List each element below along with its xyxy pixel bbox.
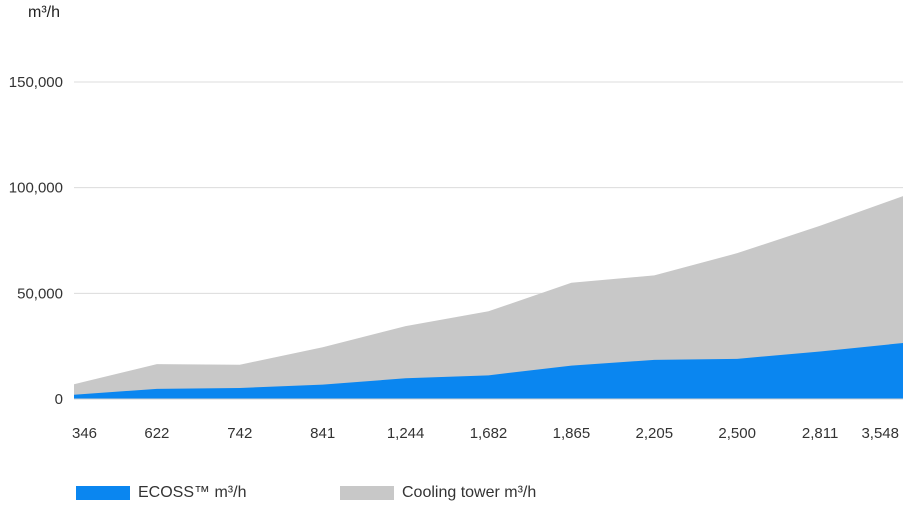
- x-tick-label: 346: [72, 425, 97, 442]
- x-tick-label: 1,244: [387, 425, 425, 442]
- legend-swatch-cooling-tower: [340, 486, 394, 500]
- y-tick-label: 50,000: [17, 285, 63, 302]
- y-tick-labels: 0 50,000 100,000 150,000: [9, 74, 63, 408]
- legend-item-ecoss: ECOSS™ m³/h: [76, 484, 246, 502]
- x-tick-label: 841: [310, 425, 335, 442]
- area-cooling-tower: [74, 196, 903, 399]
- x-tick-label: 2,500: [718, 425, 756, 442]
- x-tick-label: 3,548: [861, 425, 899, 442]
- x-tick-label: 2,811: [802, 425, 838, 442]
- legend-item-cooling-tower: Cooling tower m³/h: [340, 484, 536, 502]
- y-unit-label: m³/h: [28, 4, 60, 21]
- x-tick-label: 742: [227, 425, 252, 442]
- area-ecoss: [74, 342, 903, 399]
- x-tick-label: 1,865: [553, 425, 591, 442]
- x-tick-label: 622: [144, 425, 169, 442]
- legend-label-ecoss: ECOSS™ m³/h: [138, 484, 247, 501]
- x-tick-labels: 346 622 742 841 1,244 1,682 1,865 2,205 2,500 2,8…: [72, 425, 899, 442]
- legend-label-cooling-tower: Cooling tower m³/h: [402, 484, 537, 501]
- legend-swatch-ecoss: [76, 486, 130, 500]
- y-tick-label: 0: [55, 391, 63, 408]
- legend: ECOSS™ m³/h Cooling tower m³/h: [0, 484, 903, 506]
- y-tick-label: 150,000: [9, 74, 63, 91]
- series-areas: [74, 196, 903, 400]
- y-tick-label: 100,000: [9, 180, 63, 197]
- x-tick-label: 2,205: [636, 425, 674, 442]
- x-tick-label: 1,682: [470, 425, 508, 442]
